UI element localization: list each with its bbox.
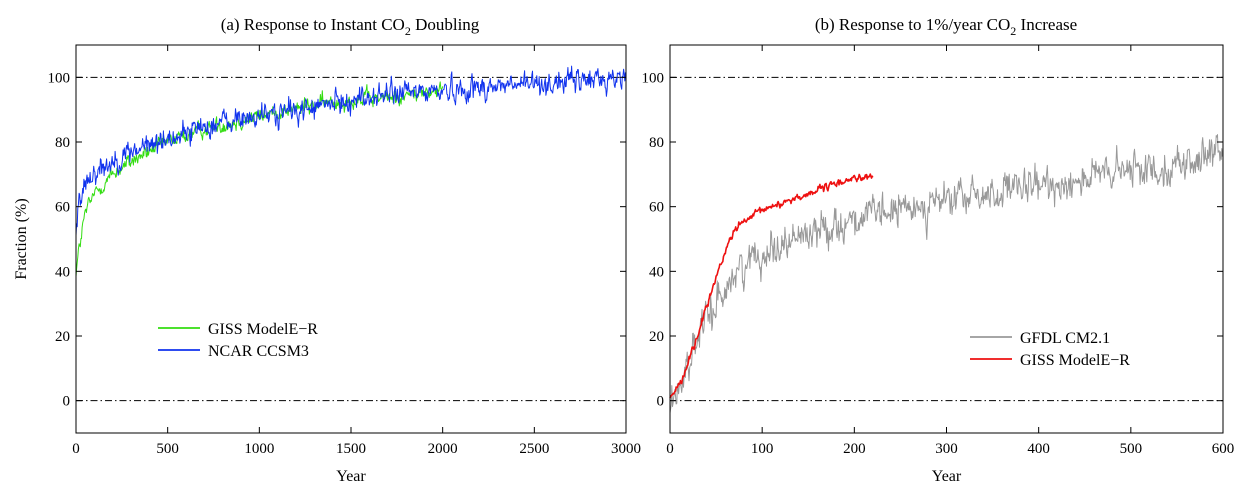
x-axis-label: Year [336, 468, 366, 485]
legend-label-1: GISS ModelE−R [1020, 352, 1130, 369]
series-line-0 [75, 81, 444, 277]
series-line-1 [75, 65, 626, 236]
y-tick-label: 0 [63, 394, 71, 410]
y-axis-label: Fraction (%) [13, 198, 30, 279]
x-tick-label: 300 [935, 441, 958, 457]
x-tick-label: 500 [156, 441, 179, 457]
x-tick-label: 400 [1027, 441, 1050, 457]
subscript-2: 2 [1010, 24, 1016, 38]
legend-label-0: GFDL CM2.1 [1020, 330, 1110, 347]
y-tick-label: 40 [649, 264, 664, 280]
panel-b: (b) Response to 1%/year CO2 Increase 0 100… [642, 15, 1235, 485]
x-tick-label: 600 [1212, 441, 1235, 457]
plot-frame [669, 44, 1224, 434]
x-tick-label: 2000 [428, 441, 458, 457]
x-tick-label: 1000 [244, 441, 274, 457]
title-rest: Increase [1016, 15, 1077, 34]
y-tick-label: 100 [48, 70, 71, 86]
legend-label-1: NCAR CCSM3 [208, 343, 309, 360]
y-tick-label: 20 [649, 329, 664, 345]
y-tick-label: 60 [55, 200, 70, 216]
chart-title: (b) Response to 1%/year CO2 Increase [815, 15, 1077, 38]
chart-title: (a) Response to Instant CO2 Doubling [221, 15, 480, 38]
series-line-0 [669, 134, 1223, 414]
title-rest: Doubling [411, 15, 480, 34]
x-tick-label: 1500 [336, 441, 366, 457]
y-tick-label: 100 [642, 70, 665, 86]
legend-label-0: GISS ModelE−R [208, 321, 318, 338]
y-tick-label: 0 [657, 394, 665, 410]
x-tick-label: 2500 [519, 441, 549, 457]
x-tick-label: 3000 [611, 441, 641, 457]
x-tick-label: 0 [666, 441, 674, 457]
x-tick-label: 200 [843, 441, 866, 457]
x-tick-label: 100 [751, 441, 774, 457]
y-tick-label: 20 [55, 329, 70, 345]
series-line-1 [669, 173, 874, 399]
panel-a: (a) Response to Instant CO2 Doubling 0 500… [13, 15, 641, 485]
y-tick-label: 40 [55, 264, 70, 280]
x-tick-label: 500 [1120, 441, 1143, 457]
subscript-2: 2 [405, 24, 411, 38]
y-tick-label: 80 [649, 135, 664, 151]
x-axis-label: Year [932, 468, 962, 485]
y-tick-label: 60 [649, 200, 664, 216]
y-tick-label: 80 [55, 135, 70, 151]
x-tick-label: 0 [72, 441, 80, 457]
